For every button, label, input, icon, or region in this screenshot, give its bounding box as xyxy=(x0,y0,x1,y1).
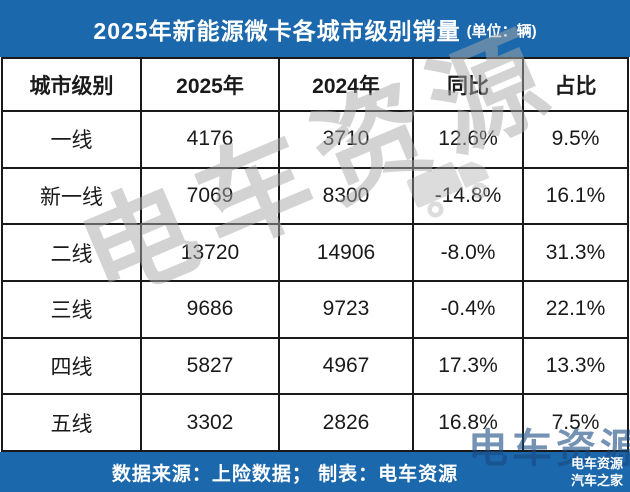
cell-share-value: 16.1% xyxy=(522,166,629,226)
col-header-city-tier: 城市级别 xyxy=(1,57,142,112)
cell-2025-value: 4176 xyxy=(140,110,280,169)
cell-share-value: 7.5% xyxy=(522,393,629,452)
table-row: 四线 5827 4967 17.3% 13.3% xyxy=(1,336,629,396)
cell-share-value: 9.5% xyxy=(522,110,629,169)
sales-table: 城市级别 2025年 2024年 同比 占比 一线 4176 3710 12.6… xyxy=(1,57,629,452)
cell-share-value: 22.1% xyxy=(522,279,629,339)
cell-city-tier: 一线 xyxy=(1,110,142,169)
cell-share-value: 13.3% xyxy=(522,336,629,396)
cell-2025-value: 9686 xyxy=(140,279,280,339)
col-header-2024: 2024年 xyxy=(278,57,414,112)
table-row: 新一线 7069 8300 -14.8% 16.1% xyxy=(1,166,629,226)
cell-city-tier: 五线 xyxy=(1,393,142,452)
data-source-text: 数据来源：上险数据； 制表：电车资源 xyxy=(111,463,459,485)
title-unit-label: (单位：辆) xyxy=(466,23,537,40)
cell-share-value: 31.3% xyxy=(522,223,629,282)
brand-credit-line2: 汽车之家 xyxy=(570,473,623,488)
cell-2024-value: 14906 xyxy=(278,223,414,282)
cell-yoy-value: 12.6% xyxy=(412,110,524,169)
cell-city-tier: 新一线 xyxy=(1,166,142,226)
table-row: 三线 9686 9723 -0.4% 22.1% xyxy=(1,279,629,339)
cell-2024-value: 4967 xyxy=(278,336,414,396)
col-header-2025: 2025年 xyxy=(140,57,280,112)
cell-2024-value: 9723 xyxy=(278,279,414,339)
cell-2024-value: 3710 xyxy=(278,110,414,169)
table-row: 二线 13720 14906 -8.0% 31.3% xyxy=(1,223,629,282)
title-bar: 2025年新能源微卡各城市级别销量 (单位：辆) xyxy=(0,0,630,57)
page-title: 2025年新能源微卡各城市级别销量 xyxy=(93,17,461,44)
cell-2025-value: 7069 xyxy=(140,166,280,226)
cell-2024-value: 2826 xyxy=(278,393,414,452)
cell-2025-value: 13720 xyxy=(140,223,280,282)
brand-credit-line1: 电车资源 xyxy=(570,456,623,471)
table-row: 一线 4176 3710 12.6% 9.5% xyxy=(1,110,629,169)
cell-yoy-value: -14.8% xyxy=(412,166,524,226)
table-row: 五线 3302 2826 16.8% 7.5% xyxy=(1,393,629,452)
cell-city-tier: 二线 xyxy=(1,223,142,282)
cell-city-tier: 三线 xyxy=(1,279,142,339)
cell-2025-value: 5827 xyxy=(140,336,280,396)
cell-yoy-value: -8.0% xyxy=(412,223,524,282)
sales-table-container: 城市级别 2025年 2024年 同比 占比 一线 4176 3710 12.6… xyxy=(0,57,630,452)
cell-yoy-value: -0.4% xyxy=(412,279,524,339)
cell-2024-value: 8300 xyxy=(278,166,414,226)
col-header-share: 占比 xyxy=(522,57,629,112)
col-header-yoy: 同比 xyxy=(412,57,524,112)
cell-yoy-value: 16.8% xyxy=(412,393,524,452)
cell-city-tier: 四线 xyxy=(1,336,142,396)
footer-bar: 数据来源：上险数据； 制表：电车资源 xyxy=(0,452,630,492)
table-header-row: 城市级别 2025年 2024年 同比 占比 xyxy=(1,57,629,112)
cell-yoy-value: 17.3% xyxy=(412,336,524,396)
brand-credit: 电车资源 汽车之家 xyxy=(571,455,623,489)
cell-2025-value: 3302 xyxy=(140,393,280,452)
